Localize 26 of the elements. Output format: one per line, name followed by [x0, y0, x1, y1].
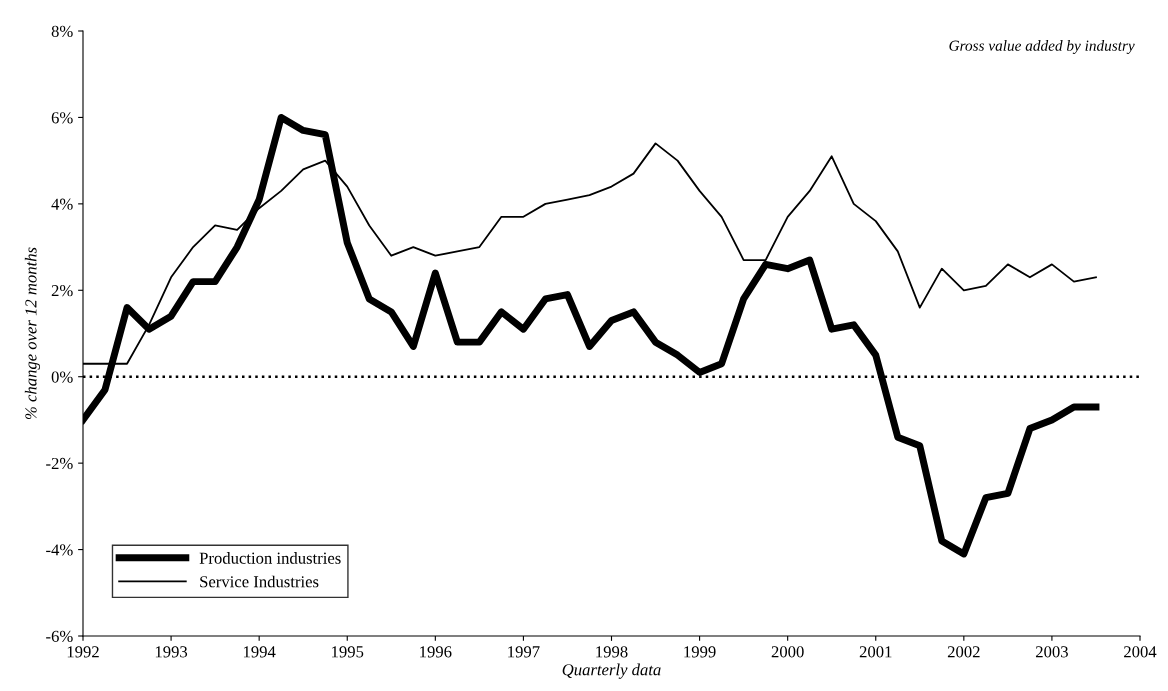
y-tick-label: 2% — [51, 284, 73, 297]
legend-label: Service Industries — [200, 575, 319, 588]
x-tick-label: 1997 — [508, 646, 540, 658]
y-tick-label: 4% — [51, 198, 73, 210]
x-tick-label: 1992 — [67, 646, 99, 658]
x-tick-label: 2001 — [859, 646, 892, 658]
y-tick-label: -2% — [46, 457, 73, 470]
y-tick-label: 0% — [51, 371, 73, 383]
x-tick-label: 2002 — [947, 646, 980, 658]
x-tick-label: 1999 — [684, 646, 716, 658]
x-tick-label: 2000 — [771, 646, 804, 658]
x-tick-label: 1996 — [420, 646, 452, 658]
x-tick-label: 2003 — [1035, 646, 1068, 658]
x-tick-label: 1994 — [243, 646, 276, 658]
x-tick-label: 2004 — [1124, 646, 1157, 658]
annotation: Gross value added by industry — [949, 40, 1135, 54]
x-axis-title: Quarterly data — [562, 663, 661, 679]
y-tick-label: -4% — [46, 544, 73, 556]
legend-label: Production industries — [199, 552, 341, 564]
y-tick-label: 6% — [51, 112, 73, 124]
x-tick-label: 1995 — [332, 646, 364, 658]
y-tick-label: 8% — [51, 25, 73, 37]
x-tick-label: 1998 — [596, 646, 628, 658]
y-tick-label: -6% — [46, 630, 73, 642]
x-tick-label: 1993 — [155, 646, 188, 658]
y-axis-title: % change over 12 months — [24, 247, 40, 420]
